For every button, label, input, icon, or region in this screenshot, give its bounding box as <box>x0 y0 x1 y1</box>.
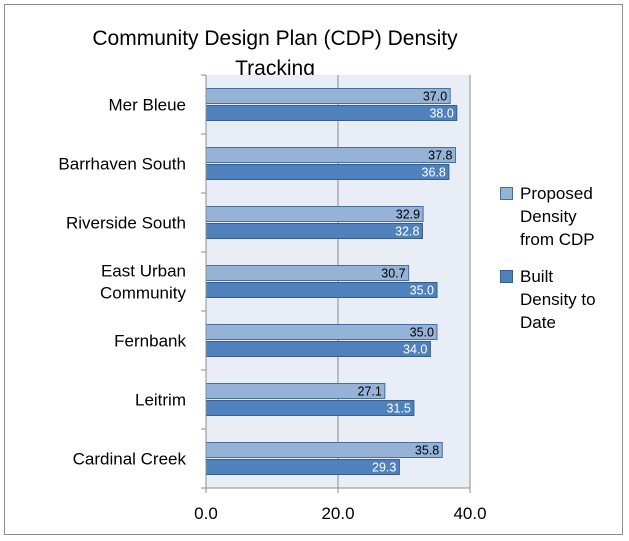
legend-item-proposed: Proposed Density from CDP <box>500 182 625 251</box>
category-label-6: Cardinal Creek <box>73 450 187 469</box>
bar-built-1 <box>205 164 450 180</box>
legend-swatch-proposed <box>500 187 513 200</box>
x-tick-label-0: 0.0 <box>194 504 218 523</box>
data-label-built-4: 34.0 <box>403 343 427 357</box>
data-label-built-6: 29.3 <box>372 461 396 475</box>
chart-title: Community Design Plan (CDP) Density Trac… <box>92 27 458 80</box>
category-label-0: Mer Bleue <box>109 96 186 115</box>
bar-built-2 <box>205 223 423 239</box>
bar-built-3 <box>205 282 438 298</box>
x-tick-label-1: 20.0 <box>321 504 354 523</box>
category-label-1: Barrhaven South <box>58 155 186 174</box>
legend-item-built: Built Density to Date <box>500 265 625 334</box>
data-label-built-1: 36.8 <box>422 166 446 180</box>
bar-built-5 <box>205 400 415 416</box>
bar-built-6 <box>205 459 400 475</box>
data-label-proposed-5: 27.1 <box>358 385 382 399</box>
legend-swatch-built <box>500 270 513 283</box>
data-label-built-5: 31.5 <box>387 402 411 416</box>
bar-built-0 <box>205 105 458 121</box>
legend-label-built: Built Density to Date <box>520 267 596 332</box>
data-label-proposed-1: 37.8 <box>428 149 452 163</box>
data-label-built-2: 32.8 <box>395 225 419 239</box>
category-label-2: Riverside South <box>66 214 186 233</box>
data-label-proposed-6: 35.8 <box>415 444 439 458</box>
category-label-4: Fernbank <box>114 332 186 351</box>
data-label-proposed-4: 35.0 <box>410 326 434 340</box>
bar-proposed-6 <box>205 442 443 458</box>
category-label-3: East Urban Community <box>100 262 186 303</box>
bar-proposed-1 <box>205 147 456 163</box>
bar-proposed-0 <box>205 88 451 104</box>
legend: Proposed Density from CDP Built Density to D… <box>500 182 625 334</box>
data-label-proposed-3: 30.7 <box>381 267 405 281</box>
legend-label-proposed: Proposed Density from CDP <box>520 184 595 249</box>
bar-proposed-3 <box>205 265 410 281</box>
data-label-built-0: 38.0 <box>429 107 453 121</box>
bar-built-4 <box>205 341 431 357</box>
x-tick-label-2: 40.0 <box>453 504 486 523</box>
bar-proposed-2 <box>205 206 424 222</box>
category-label-5: Leitrim <box>135 391 186 410</box>
data-label-built-3: 35.0 <box>410 284 434 298</box>
data-label-proposed-0: 37.0 <box>423 90 447 104</box>
bar-proposed-4 <box>205 324 438 340</box>
data-label-proposed-2: 32.9 <box>396 208 420 222</box>
